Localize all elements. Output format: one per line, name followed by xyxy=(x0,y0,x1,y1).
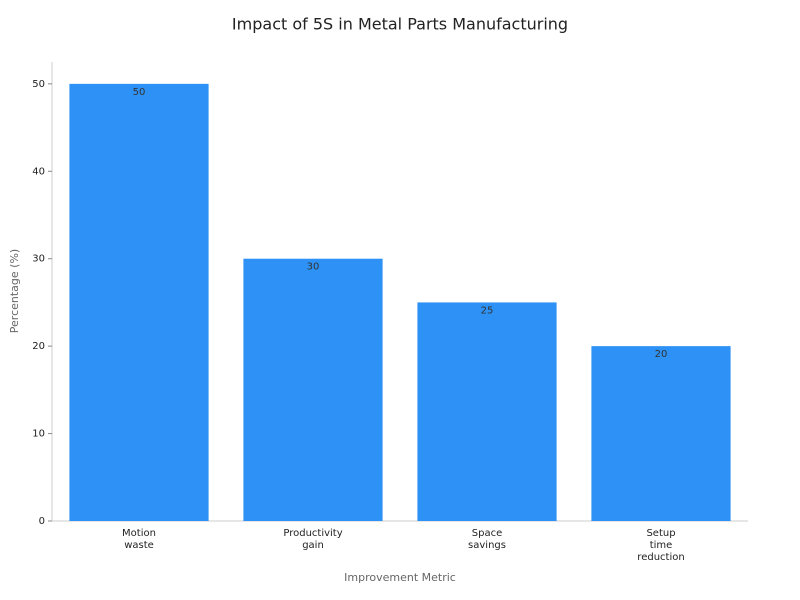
y-tick-label: 40 xyxy=(32,166,45,177)
bar xyxy=(591,346,731,521)
chart-title: Impact of 5S in Metal Parts Manufacturin… xyxy=(232,15,568,34)
y-tick-label: 30 xyxy=(32,254,45,265)
value-label: 50 xyxy=(133,87,146,98)
x-tick-label: Productivity gain xyxy=(283,528,343,551)
x-tick-label: Motion waste xyxy=(122,528,156,551)
y-tick-label: 50 xyxy=(32,79,45,90)
value-label: 20 xyxy=(655,349,668,360)
value-label: 25 xyxy=(481,305,494,316)
bar xyxy=(69,83,209,521)
bar xyxy=(243,258,383,521)
y-axis-label: Percentage (%) xyxy=(8,249,21,333)
bar xyxy=(417,302,557,521)
x-axis-label: Improvement Metric xyxy=(344,571,456,584)
y-tick-label: 20 xyxy=(32,341,45,352)
y-tick-label: 0 xyxy=(39,516,45,527)
x-tick-label: Space savings xyxy=(468,528,506,551)
value-label: 30 xyxy=(307,262,320,273)
x-tick-label: Setup time reduction xyxy=(637,528,685,563)
y-tick-label: 10 xyxy=(32,429,45,440)
